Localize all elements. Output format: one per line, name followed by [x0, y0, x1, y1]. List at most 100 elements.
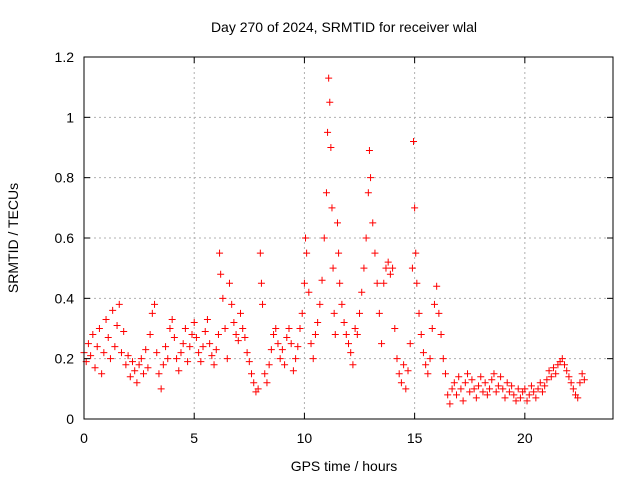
- data-point: [292, 355, 300, 363]
- data-point: [486, 385, 494, 393]
- data-point: [199, 343, 207, 351]
- data-point: [93, 343, 101, 351]
- data-point: [410, 137, 418, 145]
- data-point: [256, 249, 264, 257]
- data-point: [318, 276, 326, 284]
- data-point: [481, 379, 489, 387]
- data-point: [395, 370, 403, 378]
- data-point: [459, 397, 467, 405]
- data-point: [450, 379, 458, 387]
- data-point: [330, 309, 338, 317]
- data-point: [208, 352, 216, 360]
- data-point: [580, 376, 588, 384]
- data-point: [433, 282, 441, 290]
- data-point: [457, 385, 465, 393]
- data-point: [541, 382, 549, 390]
- data-point: [144, 364, 152, 372]
- data-point: [287, 340, 295, 348]
- data-point: [181, 325, 189, 332]
- data-point: [364, 189, 372, 197]
- y-tick-label: 0.6: [55, 230, 75, 246]
- data-point: [466, 388, 474, 396]
- data-point: [437, 331, 445, 339]
- data-point: [164, 355, 172, 363]
- y-tick-label: 1.2: [55, 49, 75, 65]
- data-point: [303, 249, 311, 257]
- data-point: [446, 400, 454, 408]
- data-point: [378, 340, 386, 348]
- data-point: [98, 370, 106, 378]
- data-point: [166, 325, 174, 332]
- data-point: [411, 204, 419, 212]
- data-point: [505, 388, 513, 396]
- data-point: [267, 346, 275, 354]
- data-point: [516, 394, 524, 402]
- data-point: [365, 147, 373, 155]
- data-point: [543, 376, 551, 384]
- data-point: [254, 385, 262, 393]
- data-point: [170, 334, 178, 342]
- data-point: [159, 361, 167, 369]
- data-point: [521, 385, 529, 393]
- data-point: [283, 334, 291, 342]
- data-point: [232, 331, 240, 339]
- data-point: [302, 234, 310, 242]
- data-point: [349, 361, 357, 369]
- data-point: [386, 270, 394, 278]
- data-point: [439, 355, 447, 363]
- data-point: [135, 361, 143, 369]
- data-point: [345, 340, 352, 348]
- data-point: [314, 318, 322, 326]
- data-point: [333, 219, 341, 227]
- data-point: [261, 370, 269, 378]
- data-point: [545, 367, 553, 375]
- data-point: [563, 367, 571, 375]
- data-point: [501, 394, 509, 402]
- data-point: [417, 331, 425, 339]
- data-point: [549, 364, 557, 372]
- data-point: [391, 325, 399, 332]
- data-point: [367, 174, 375, 182]
- data-point: [162, 343, 170, 351]
- y-tick-label: 0.8: [55, 170, 75, 186]
- data-point: [243, 349, 251, 357]
- data-point: [448, 385, 456, 393]
- data-point: [547, 373, 555, 381]
- data-point: [109, 306, 117, 314]
- data-point: [230, 318, 238, 326]
- data-point: [375, 309, 383, 317]
- y-tick-labels: 0 0.2 0.4 0.6 0.8 1 1.2: [55, 49, 75, 427]
- data-point: [325, 74, 333, 82]
- data-point: [210, 361, 218, 369]
- data-point: [477, 373, 485, 381]
- data-point: [95, 325, 103, 332]
- data-point: [113, 321, 121, 329]
- data-point: [360, 264, 368, 272]
- data-point: [188, 331, 196, 339]
- data-point: [389, 264, 397, 272]
- data-point: [525, 391, 533, 399]
- data-point: [155, 370, 163, 378]
- data-point: [203, 315, 211, 323]
- data-point: [263, 379, 271, 387]
- y-tick-label: 0.2: [55, 351, 75, 367]
- data-point: [115, 300, 123, 308]
- data-point: [236, 309, 244, 317]
- data-point: [195, 349, 203, 357]
- data-point: [561, 361, 569, 369]
- data-point: [479, 388, 487, 396]
- data-point: [285, 325, 293, 332]
- data-point: [503, 379, 511, 387]
- data-point: [137, 355, 145, 363]
- data-point: [300, 279, 308, 287]
- data-point: [461, 379, 469, 387]
- data-point: [259, 300, 267, 308]
- data-point: [276, 355, 284, 363]
- data-point: [415, 309, 423, 317]
- x-tick-label: 20: [517, 430, 533, 446]
- data-point: [327, 144, 335, 151]
- data-point: [351, 325, 359, 332]
- data-point: [274, 340, 282, 348]
- data-point: [186, 343, 194, 351]
- data-points: [80, 74, 588, 408]
